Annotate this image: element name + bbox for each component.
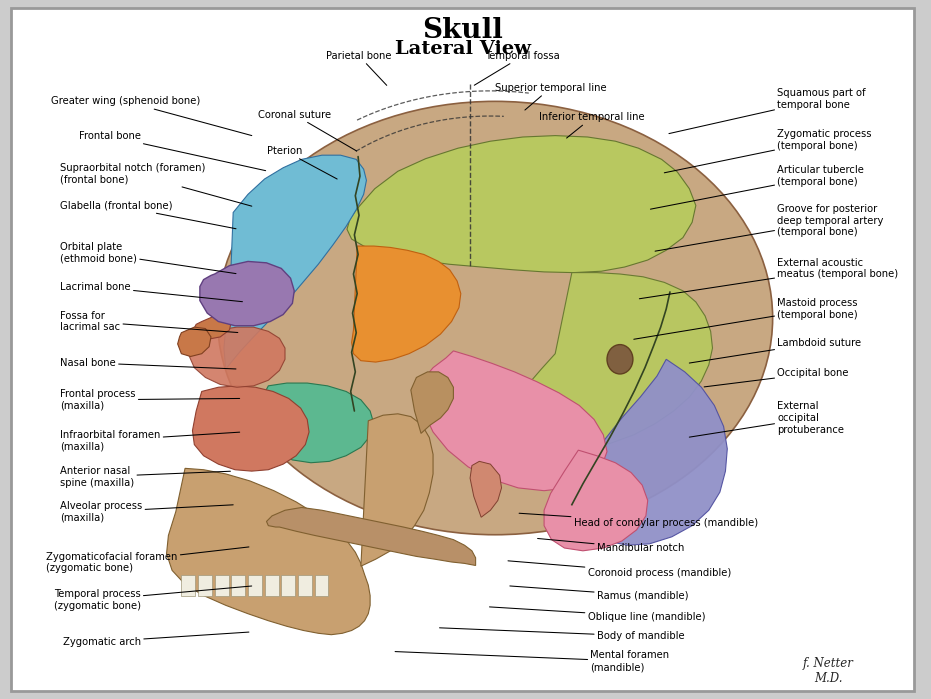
Polygon shape bbox=[224, 155, 367, 369]
Text: Temporal process
(zygomatic bone): Temporal process (zygomatic bone) bbox=[54, 586, 251, 610]
Polygon shape bbox=[411, 372, 453, 433]
Bar bbox=[215, 575, 228, 596]
Bar bbox=[298, 575, 312, 596]
Text: Mandibular notch: Mandibular notch bbox=[537, 538, 684, 553]
Bar bbox=[182, 575, 196, 596]
Text: Alveolar process
(maxilla): Alveolar process (maxilla) bbox=[61, 501, 233, 522]
Text: Anterior nasal
spine (maxilla): Anterior nasal spine (maxilla) bbox=[61, 466, 230, 487]
Text: Occipital bone: Occipital bone bbox=[704, 368, 849, 387]
Text: Temporal fossa: Temporal fossa bbox=[474, 51, 560, 85]
Text: Lambdoid suture: Lambdoid suture bbox=[689, 338, 861, 363]
Text: Superior temporal line: Superior temporal line bbox=[494, 83, 606, 110]
Text: Mental foramen
(mandible): Mental foramen (mandible) bbox=[395, 651, 669, 672]
Text: Ramus (mandible): Ramus (mandible) bbox=[510, 586, 688, 600]
Polygon shape bbox=[167, 468, 371, 635]
Polygon shape bbox=[517, 273, 712, 451]
Text: Oblique line (mandible): Oblique line (mandible) bbox=[490, 607, 705, 621]
Text: Zygomatic process
(temporal bone): Zygomatic process (temporal bone) bbox=[665, 129, 871, 173]
Polygon shape bbox=[575, 359, 727, 545]
Text: Zygomatic arch: Zygomatic arch bbox=[63, 632, 249, 647]
Bar bbox=[248, 575, 262, 596]
Text: Head of condylar process (mandible): Head of condylar process (mandible) bbox=[519, 513, 758, 528]
Text: Glabella (frontal bone): Glabella (frontal bone) bbox=[61, 201, 236, 229]
Polygon shape bbox=[361, 414, 433, 566]
Text: Coronoid process (mandible): Coronoid process (mandible) bbox=[508, 561, 731, 578]
Text: Supraorbital notch (foramen)
(frontal bone): Supraorbital notch (foramen) (frontal bo… bbox=[61, 163, 251, 206]
Text: External
occipital
protuberance: External occipital protuberance bbox=[689, 401, 844, 437]
Polygon shape bbox=[347, 136, 695, 273]
Text: Frontal bone: Frontal bone bbox=[78, 131, 265, 171]
Text: Fossa for
lacrimal sac: Fossa for lacrimal sac bbox=[61, 311, 237, 333]
Bar bbox=[264, 575, 278, 596]
Bar bbox=[315, 575, 329, 596]
Text: Orbital plate
(ethmoid bone): Orbital plate (ethmoid bone) bbox=[61, 243, 236, 273]
Polygon shape bbox=[189, 327, 285, 387]
Polygon shape bbox=[544, 450, 648, 551]
Text: Articular tubercle
(temporal bone): Articular tubercle (temporal bone) bbox=[651, 166, 864, 209]
Polygon shape bbox=[470, 461, 502, 517]
Text: External acoustic
meatus (temporal bone): External acoustic meatus (temporal bone) bbox=[640, 258, 898, 298]
Text: f. Netter
M.D.: f. Netter M.D. bbox=[803, 657, 854, 685]
Text: Skull: Skull bbox=[423, 17, 503, 43]
Polygon shape bbox=[193, 386, 309, 471]
Polygon shape bbox=[178, 327, 211, 356]
Text: Frontal process
(maxilla): Frontal process (maxilla) bbox=[61, 389, 239, 410]
Text: Zygomaticofacial foramen
(zygomatic bone): Zygomaticofacial foramen (zygomatic bone… bbox=[47, 547, 249, 573]
Text: Groove for posterior
deep temporal artery
(temporal bone): Groove for posterior deep temporal arter… bbox=[655, 204, 884, 251]
Bar bbox=[231, 575, 245, 596]
Polygon shape bbox=[193, 316, 231, 340]
Text: Greater wing (sphenoid bone): Greater wing (sphenoid bone) bbox=[51, 96, 251, 136]
Text: Parietal bone: Parietal bone bbox=[326, 51, 392, 85]
Ellipse shape bbox=[607, 345, 633, 374]
Text: Lateral View: Lateral View bbox=[395, 40, 531, 58]
Text: Mastoid process
(temporal bone): Mastoid process (temporal bone) bbox=[634, 298, 857, 339]
Text: Coronal suture: Coronal suture bbox=[258, 110, 357, 151]
Text: Pterion: Pterion bbox=[267, 146, 337, 179]
Text: Nasal bone: Nasal bone bbox=[61, 358, 236, 369]
Polygon shape bbox=[266, 507, 476, 565]
Ellipse shape bbox=[218, 101, 773, 535]
Polygon shape bbox=[253, 383, 374, 463]
Text: Squamous part of
temporal bone: Squamous part of temporal bone bbox=[669, 89, 866, 134]
Polygon shape bbox=[420, 351, 607, 491]
Text: Body of mandible: Body of mandible bbox=[439, 628, 684, 641]
Bar bbox=[281, 575, 295, 596]
Polygon shape bbox=[200, 261, 294, 326]
Bar bbox=[198, 575, 212, 596]
Polygon shape bbox=[352, 246, 461, 362]
Text: Lacrimal bone: Lacrimal bone bbox=[61, 282, 242, 302]
Text: Infraorbital foramen
(maxilla): Infraorbital foramen (maxilla) bbox=[61, 430, 239, 451]
Text: Inferior temporal line: Inferior temporal line bbox=[539, 113, 645, 138]
